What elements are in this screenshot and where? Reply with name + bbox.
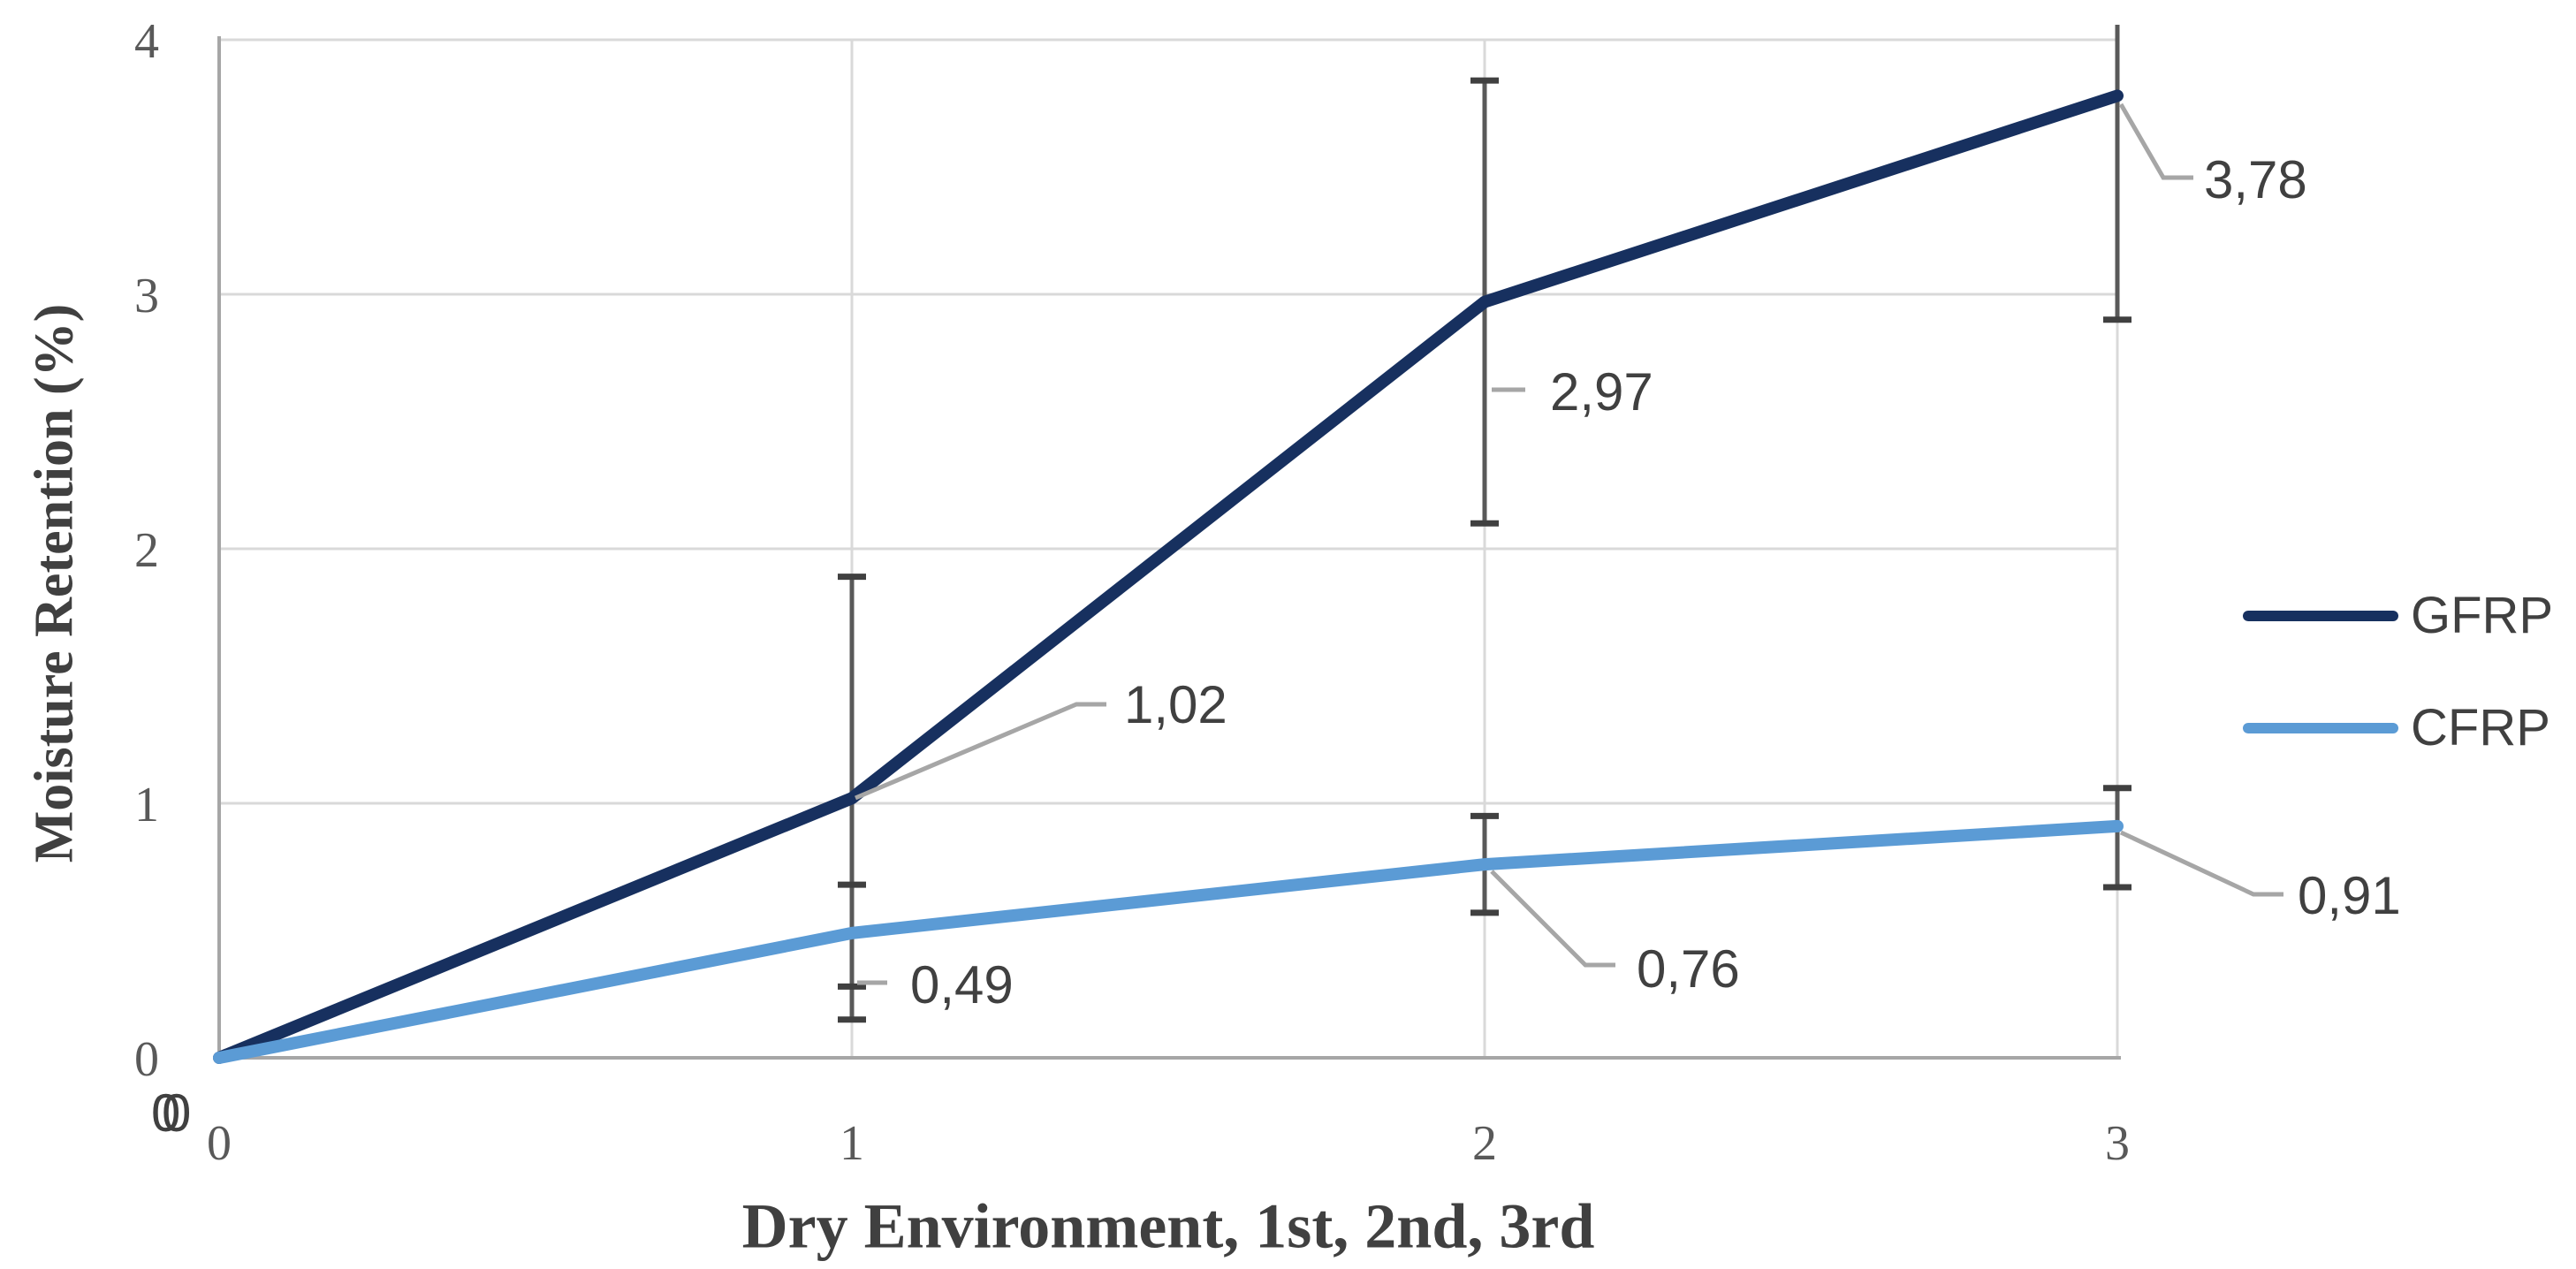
data-label-leader: [2118, 103, 2193, 180]
y-tick-label: 0: [134, 1032, 159, 1087]
series-line-gfrp: [213, 89, 2124, 1064]
y-axis-title: Moisture Retention (%): [24, 303, 85, 863]
x-tick-label: 2: [1472, 1116, 1497, 1171]
data-label-cfrp: 0,49: [910, 955, 1014, 1014]
series-line-cfrp: [213, 819, 2124, 1064]
cfrp-line-swatch-icon: [2243, 723, 2398, 733]
data-label-gfrp: 1,02: [1124, 675, 1227, 734]
data-label-leader: [855, 702, 1106, 801]
y-tick-label: 4: [134, 14, 159, 69]
x-tick-label: 1: [840, 1116, 864, 1171]
legend-item-gfrp: GFRP: [2243, 590, 2553, 642]
y-tick-label: 2: [134, 523, 159, 578]
data-label-gfrp: 0: [151, 1083, 180, 1143]
data-label-leader: [1490, 870, 1615, 968]
data-label-gfrp: 3,78: [2204, 150, 2307, 209]
legend-label-cfrp: CFRP: [2411, 699, 2550, 756]
gfrp-line-swatch-icon: [2243, 611, 2398, 621]
legend-item-cfrp: CFRP: [2243, 703, 2550, 754]
data-label-cfrp: 0,76: [1637, 939, 1740, 999]
y-tick-label: 3: [134, 269, 159, 323]
x-axis-title: Dry Environment, 1st, 2nd, 3rd: [741, 1190, 1595, 1262]
x-tick-label: 3: [2105, 1116, 2130, 1171]
y-tick-label: 1: [134, 778, 159, 832]
data-label-cfrp: 0: [162, 1083, 191, 1143]
data-label-gfrp: 2,97: [1550, 362, 1653, 422]
legend-label-gfrp: GFRP: [2411, 587, 2554, 644]
data-label-cfrp: 0,91: [2298, 866, 2401, 925]
data-label-leader: [2119, 830, 2283, 897]
x-tick-label: 0: [207, 1116, 232, 1171]
